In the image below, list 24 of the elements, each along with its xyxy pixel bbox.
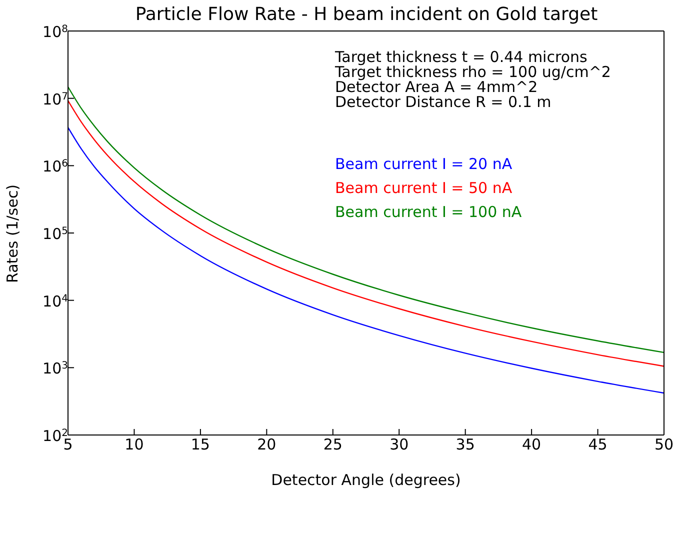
x-tick-label: 30 bbox=[390, 436, 409, 454]
y-tick-label: 10$^{5}$ bbox=[42, 225, 68, 243]
text: Beam current I = 100 nA bbox=[335, 202, 522, 223]
x-tick-label: 45 bbox=[588, 436, 608, 454]
text: Beam current I = 50 nA bbox=[335, 178, 514, 199]
y-tick-label: 10$^{6}$ bbox=[42, 158, 68, 176]
y-tick-label: 10$^{7}$ bbox=[42, 90, 68, 108]
y-axis-title: Rates (1/sec) bbox=[3, 184, 22, 283]
text: Target thickness t = 0.44 microns bbox=[335, 48, 588, 66]
x-tick-label: 10 bbox=[124, 436, 144, 454]
line-series bbox=[68, 126, 664, 394]
chart-title: Particle Flow Rate - H beam incident on Gold target bbox=[134, 4, 599, 25]
x-tick-label: 20 bbox=[257, 436, 276, 454]
text: Beam current I = 20 nA bbox=[335, 154, 514, 175]
x-axis-title: Detector Angle (degrees) bbox=[271, 471, 461, 489]
y-tick-label: 10$^{4}$ bbox=[42, 292, 68, 310]
y-tick-label: 10$^{3}$ bbox=[42, 360, 68, 378]
x-tick-label: 40 bbox=[522, 436, 542, 454]
y-tick-label: 10$^{8}$ bbox=[42, 23, 68, 41]
x-tick-label: 25 bbox=[323, 436, 342, 454]
x-tick-label: 15 bbox=[190, 436, 210, 454]
x-tick-label: 35 bbox=[456, 436, 475, 454]
x-tick-label: 50 bbox=[654, 436, 673, 454]
text: Detector Distance R = 0.1 m bbox=[335, 93, 552, 111]
